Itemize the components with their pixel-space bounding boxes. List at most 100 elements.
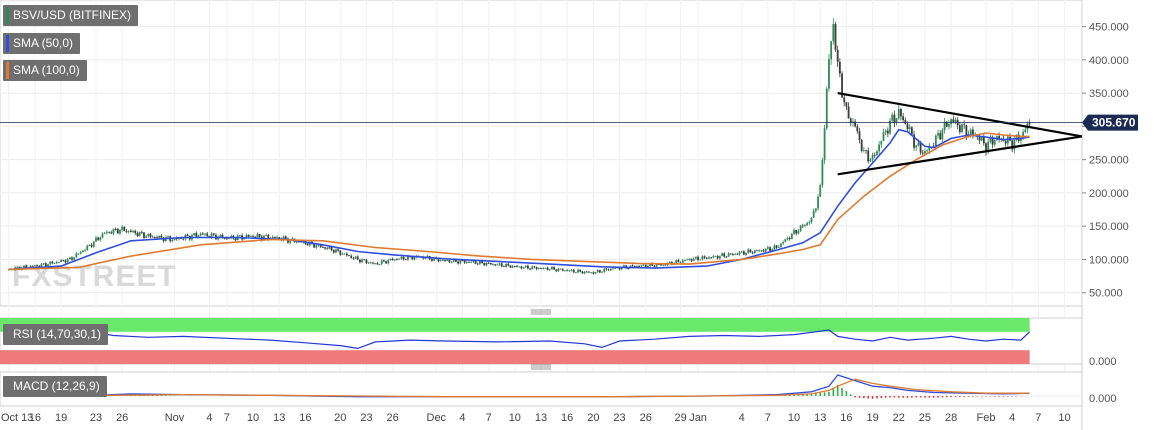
x-tick-label: 4 xyxy=(206,412,212,424)
price-candle xyxy=(948,120,950,130)
price-candle xyxy=(758,249,761,252)
macd-histogram-bar xyxy=(998,396,1000,397)
x-tick-label: Oct 13 xyxy=(1,412,33,424)
x-tick-label: 7 xyxy=(224,412,230,424)
price-candle xyxy=(62,259,65,262)
price-candle xyxy=(64,259,67,264)
macd-legend[interactable]: MACD (12,26,9) xyxy=(3,376,107,397)
macd-histogram-bar xyxy=(849,394,852,396)
current-price-label: 305.670 xyxy=(1092,116,1136,130)
rsi-legend[interactable]: RSI (14,70,30,1) xyxy=(3,324,109,345)
price-candle xyxy=(457,260,460,265)
price-candle xyxy=(836,45,839,67)
price-candle xyxy=(605,267,608,271)
price-candle xyxy=(575,271,577,274)
symbol-legend[interactable]: BSV/USD (BITFINEX) xyxy=(3,5,139,26)
price-candle xyxy=(84,248,86,253)
price-candle xyxy=(849,117,852,127)
macd-histogram-bar xyxy=(915,396,918,398)
x-tick-label: 26 xyxy=(387,412,399,424)
price-candle xyxy=(265,233,268,237)
macd-histogram-bar xyxy=(828,391,830,396)
price-candle xyxy=(400,255,403,260)
macd-panel: 0.000 xyxy=(0,371,1117,407)
price-candle xyxy=(110,230,113,235)
y-tick-label: 350.000 xyxy=(1089,88,1129,100)
macd-histogram-bar xyxy=(819,392,822,396)
price-candle xyxy=(149,232,152,239)
price-candle xyxy=(943,118,946,134)
symbol-swatch xyxy=(6,7,9,24)
price-candle xyxy=(527,264,529,270)
price-candle xyxy=(88,244,91,246)
price-candle xyxy=(934,134,937,151)
price-candle xyxy=(769,246,771,252)
pane-handles xyxy=(531,309,551,370)
price-candle xyxy=(880,140,883,148)
price-candle xyxy=(193,232,196,236)
price-candle xyxy=(686,258,689,261)
price-candle xyxy=(684,259,686,262)
x-tick-label: 20 xyxy=(334,412,346,424)
drag-handle-icon[interactable] xyxy=(531,364,551,370)
macd-signal-line xyxy=(8,378,1030,398)
price-candle xyxy=(212,232,215,237)
price-candle xyxy=(75,252,78,258)
rsi-oversold-zone xyxy=(0,350,1030,364)
price-candle xyxy=(101,232,104,239)
price-candle xyxy=(348,254,350,257)
price-candle xyxy=(341,252,344,255)
price-candle xyxy=(941,127,944,143)
macd-histogram-bar xyxy=(928,396,931,398)
macd-histogram-bar xyxy=(836,384,839,396)
price-candle xyxy=(609,268,612,271)
macd-histogram-bar xyxy=(919,396,922,398)
price-candle xyxy=(751,251,754,255)
price-candle xyxy=(485,262,488,267)
price-candle xyxy=(764,248,767,253)
price-candle xyxy=(129,229,132,233)
price-candle xyxy=(631,264,634,267)
price-candle xyxy=(90,243,93,248)
price-candle xyxy=(762,248,765,253)
price-candle xyxy=(690,258,693,262)
price-candle xyxy=(958,121,961,135)
price-candle xyxy=(876,149,878,156)
price-candle xyxy=(116,227,119,234)
sma100-swatch xyxy=(6,62,9,79)
rsi-overbought-zone xyxy=(0,318,1030,332)
price-candle xyxy=(195,231,198,238)
price-candle xyxy=(542,266,545,270)
price-candle xyxy=(132,229,134,233)
sma100-legend[interactable]: SMA (100,0) xyxy=(3,60,87,81)
price-candle xyxy=(374,262,377,265)
price-candle xyxy=(838,58,841,78)
price-candle xyxy=(332,249,335,254)
sma50-legend[interactable]: SMA (50,0) xyxy=(3,33,81,54)
macd-axis-label: 0.000 xyxy=(1089,393,1117,405)
x-tick-label: 23 xyxy=(90,412,102,424)
macd-legend-label: MACD (12,26,9) xyxy=(13,379,100,393)
price-candle xyxy=(760,249,763,253)
price-candle xyxy=(201,232,204,236)
axis-layer: 50.000100.000150.000200.000250.000300.00… xyxy=(1,22,1138,424)
price-candle xyxy=(60,258,62,263)
x-tick-label: 13 xyxy=(273,412,285,424)
x-tick-label: 29 xyxy=(674,412,686,424)
macd-histogram-bar xyxy=(880,396,883,399)
y-tick-label: 150.000 xyxy=(1089,221,1129,233)
price-candle xyxy=(1024,126,1027,134)
y-tick-label: 450.000 xyxy=(1089,22,1129,34)
macd-histogram-bar xyxy=(832,388,835,396)
price-candle xyxy=(843,93,846,107)
drag-handle-icon[interactable] xyxy=(531,309,551,315)
price-candle xyxy=(345,252,348,257)
price-candle xyxy=(153,236,156,239)
price-candle xyxy=(753,249,756,255)
price-candle xyxy=(77,253,80,255)
price-candle xyxy=(601,271,603,273)
price-candle xyxy=(956,117,959,130)
price-candle xyxy=(777,245,780,248)
macd-histogram-bar xyxy=(967,396,970,397)
